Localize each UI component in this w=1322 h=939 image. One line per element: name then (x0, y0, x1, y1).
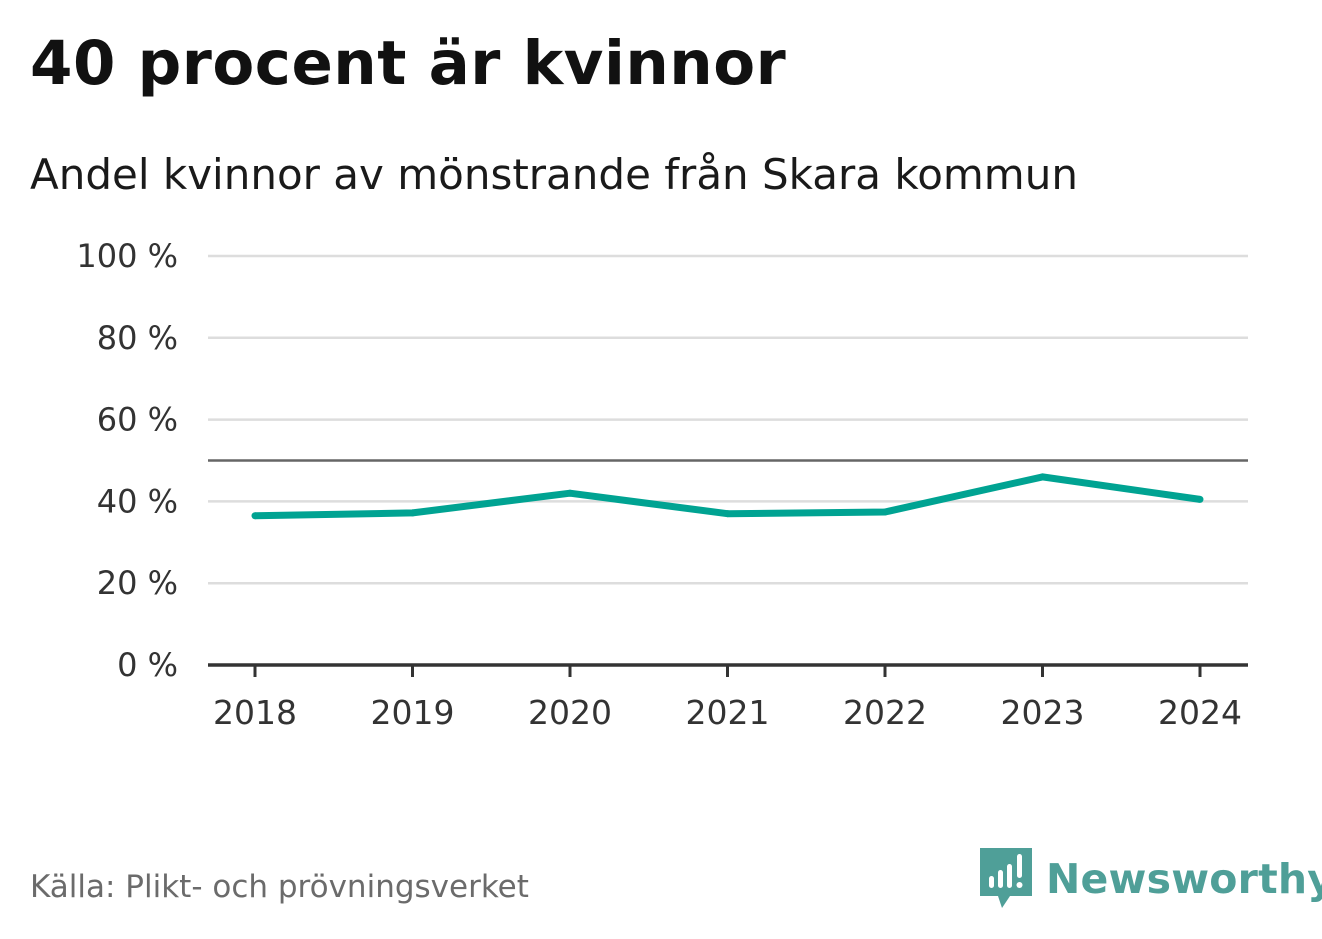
x-tick-label: 2022 (843, 693, 927, 732)
data-point (724, 510, 731, 518)
series-line (254, 473, 1201, 520)
x-tick-label: 2024 (1158, 693, 1242, 732)
newsworthy-logo-icon (980, 848, 1032, 908)
y-tick-label: 0 % (117, 646, 178, 684)
chart-subtitle: Andel kvinnor av mönstrande från Skara k… (30, 150, 1078, 199)
data-point (409, 509, 416, 517)
data-point (1039, 473, 1046, 481)
data-point (566, 489, 574, 497)
y-tick-label: 60 % (97, 401, 178, 439)
y-tick-label: 100 % (76, 237, 178, 275)
y-tick-label: 80 % (97, 319, 178, 357)
brand-logo: Newsworthy (980, 848, 1322, 910)
x-tick-label: 2018 (213, 693, 297, 732)
chart-title: 40 procent är kvinnor (30, 28, 787, 99)
y-tick-label: 40 % (97, 482, 178, 520)
x-tick-label: 2020 (528, 693, 612, 732)
data-point (1196, 495, 1204, 503)
source-note: Källa: Plikt- och prövningsverket (30, 869, 529, 905)
data-point (251, 512, 259, 520)
y-tick-label: 20 % (97, 564, 178, 602)
x-tick-label: 2023 (1001, 693, 1085, 732)
data-point (881, 508, 889, 516)
brand-name: Newsworthy (1046, 855, 1322, 903)
x-tick-label: 2021 (686, 693, 770, 732)
x-tick-label: 2019 (371, 693, 455, 732)
